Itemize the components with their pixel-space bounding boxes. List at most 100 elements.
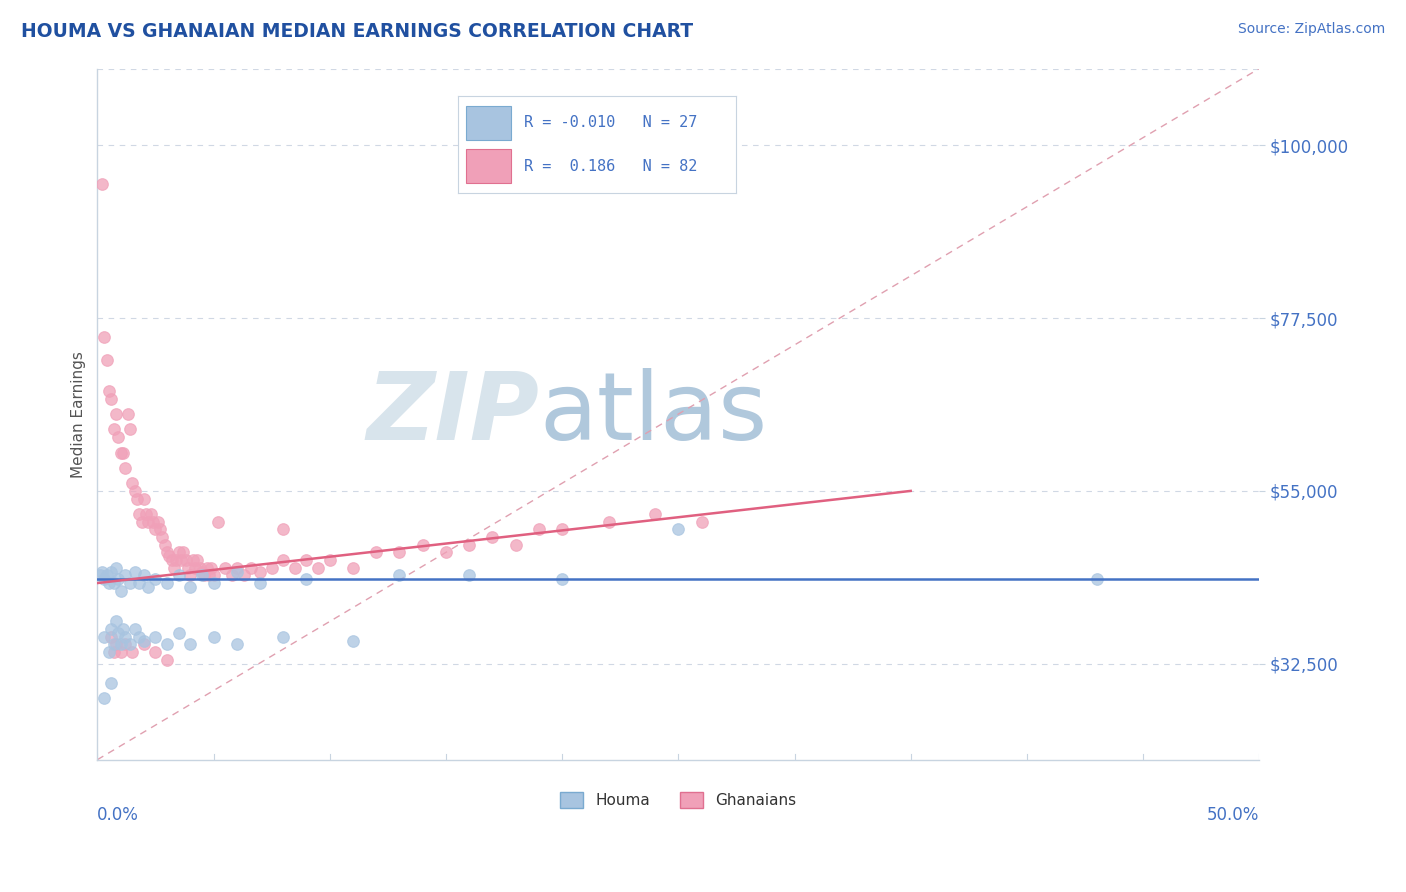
Point [172,545,194,559]
Point [103,422,125,436]
Point [295,553,318,567]
Point [110,583,132,598]
Point [232,568,254,582]
Point [128,507,150,521]
Point [118,576,141,591]
Point [179,580,201,594]
Point [118,422,141,436]
Point [104,560,127,574]
Point [156,576,179,591]
Point [114,630,136,644]
Point [114,568,136,582]
Text: HOUMA VS GHANAIAN MEDIAN EARNINGS CORRELATION CHART: HOUMA VS GHANAIAN MEDIAN EARNINGS CORREL… [21,22,693,41]
Point [157,549,180,564]
Point [202,630,225,644]
Point [184,560,207,574]
Point [177,560,200,574]
Point [167,545,190,559]
Point [93,630,115,644]
Point [91,565,114,579]
Point [100,392,122,406]
Point [146,515,169,529]
Point [110,445,132,459]
Point [188,560,211,574]
Point [104,638,127,652]
Point [342,560,364,574]
Point [167,568,190,582]
Point [186,553,208,567]
Point [138,580,160,594]
Point [93,572,115,586]
Point [666,522,689,536]
Point [202,576,225,591]
Point [117,407,139,421]
Point [132,491,155,506]
Point [307,560,329,574]
Point [207,515,229,529]
Point [100,622,122,636]
Point [551,572,574,586]
Point [458,538,481,552]
Point [170,553,193,567]
Point [98,384,121,398]
Point [156,638,179,652]
Point [93,330,115,344]
Point [145,630,167,644]
Point [138,515,160,529]
Point [153,538,176,552]
Point [198,568,221,582]
Point [131,515,153,529]
Point [132,633,155,648]
Point [284,560,307,574]
Point [114,638,136,652]
Point [221,568,243,582]
Point [142,515,165,529]
Text: ZIP: ZIP [366,368,538,460]
Point [111,622,134,636]
Point [181,553,204,567]
Point [160,553,183,567]
Point [167,626,190,640]
Point [202,568,225,582]
Point [319,553,342,567]
Point [644,507,666,521]
Point [527,522,550,536]
Point [132,638,155,652]
Point [191,568,214,582]
Point [271,522,294,536]
Point [128,576,150,591]
Point [156,653,179,667]
Point [128,630,150,644]
Point [179,568,201,582]
Point [124,483,146,498]
Text: 50.0%: 50.0% [1206,805,1260,824]
Point [110,645,132,659]
Point [156,545,179,559]
Point [342,633,364,648]
Point [165,553,187,567]
Point [100,676,122,690]
Point [434,545,457,559]
Point [100,630,122,644]
Point [388,545,411,559]
Point [193,568,215,582]
Point [124,622,146,636]
Point [103,638,125,652]
Point [145,572,167,586]
Point [110,638,132,652]
Point [163,560,186,574]
Point [145,645,167,659]
Point [271,630,294,644]
Point [118,638,141,652]
Point [132,568,155,582]
Point [366,545,388,559]
Point [505,538,527,552]
Point [200,560,222,574]
Point [458,568,481,582]
Point [121,476,143,491]
Point [1085,572,1108,586]
Point [121,645,143,659]
Point [124,565,146,579]
Point [225,638,247,652]
Point [104,407,127,421]
